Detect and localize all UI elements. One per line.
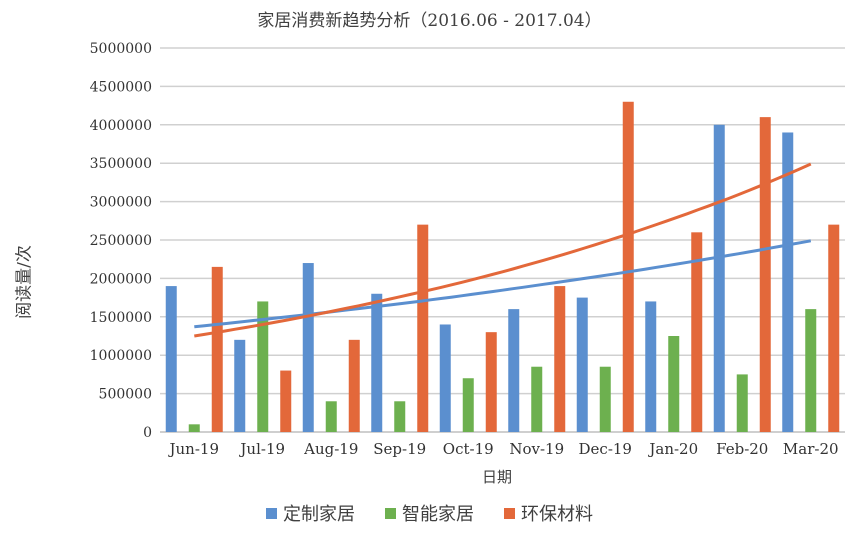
y-tick-label: 3000000	[90, 195, 152, 211]
bar-0-0	[165, 286, 177, 432]
bar-0-4	[439, 324, 451, 432]
bar-0-9	[782, 132, 794, 433]
legend-swatch	[504, 507, 515, 519]
bar-1-6	[599, 366, 611, 432]
y-tick-label: 0	[143, 425, 152, 441]
bar-1-4	[462, 378, 474, 432]
bar-2-9	[828, 224, 840, 432]
legend-label: 定制家居	[283, 504, 355, 525]
x-tick-label: Nov-19	[509, 440, 564, 458]
bar-1-8	[736, 374, 748, 432]
y-tick-label: 1000000	[90, 348, 152, 364]
bar-1-1	[257, 301, 269, 432]
bar-2-0	[211, 266, 223, 432]
x-tick-label: Jan-20	[647, 440, 698, 458]
x-tick-label: Sep-19	[373, 440, 426, 458]
x-tick-label: Jun-19	[168, 440, 220, 458]
y-tick-label: 3500000	[90, 156, 152, 172]
legend-item: 定制家居	[266, 500, 355, 526]
y-tick-label: 500000	[99, 387, 152, 403]
bar-2-5	[554, 286, 566, 432]
x-tick-label: Aug-19	[303, 440, 358, 458]
bar-1-9	[805, 309, 817, 432]
bar-0-2	[302, 263, 314, 432]
legend: 定制家居 智能家居 环保材料	[0, 500, 859, 526]
x-axis-label: 日期	[481, 468, 513, 486]
bar-2-2	[348, 339, 360, 432]
y-tick-label: 1500000	[90, 310, 152, 326]
y-tick-label: 2500000	[90, 233, 152, 249]
legend-label: 环保材料	[521, 504, 593, 525]
bar-2-1	[280, 370, 292, 432]
bar-2-3	[417, 224, 429, 432]
y-tick-label: 2000000	[90, 271, 152, 287]
trendline-1	[194, 162, 812, 338]
bar-1-0	[188, 424, 200, 432]
y-tick-label: 5000000	[90, 41, 152, 57]
bar-0-5	[508, 309, 520, 432]
bar-2-8	[759, 117, 771, 433]
trendline-0	[194, 239, 812, 329]
bar-0-3	[371, 293, 383, 432]
legend-swatch	[266, 507, 277, 519]
y-tick-label: 4500000	[90, 79, 152, 95]
bar-0-6	[576, 297, 588, 432]
legend-item: 智能家居	[385, 500, 474, 526]
y-tick-label: 4000000	[90, 118, 152, 134]
legend-label: 智能家居	[402, 504, 474, 525]
chart-title: 家居消费新趋势分析（2016.06 - 2017.04）	[257, 11, 602, 31]
x-tick-label: Dec-19	[579, 440, 632, 458]
bar-2-6	[622, 101, 634, 432]
bar-2-7	[691, 232, 703, 432]
bar-1-7	[668, 336, 680, 432]
x-tick-label: Mar-20	[783, 440, 839, 458]
bar-1-3	[394, 401, 406, 432]
x-tick-label: Feb-20	[716, 440, 768, 458]
bar-1-5	[531, 366, 543, 432]
x-tick-label: Oct-19	[443, 440, 494, 458]
bar-0-8	[713, 124, 725, 433]
bar-0-7	[645, 301, 657, 432]
bar-0-1	[234, 339, 246, 432]
legend-swatch	[385, 507, 396, 519]
legend-item: 环保材料	[504, 500, 593, 526]
x-tick-label: Jul-19	[238, 440, 285, 458]
bar-2-4	[485, 332, 497, 432]
bar-1-2	[325, 401, 337, 432]
